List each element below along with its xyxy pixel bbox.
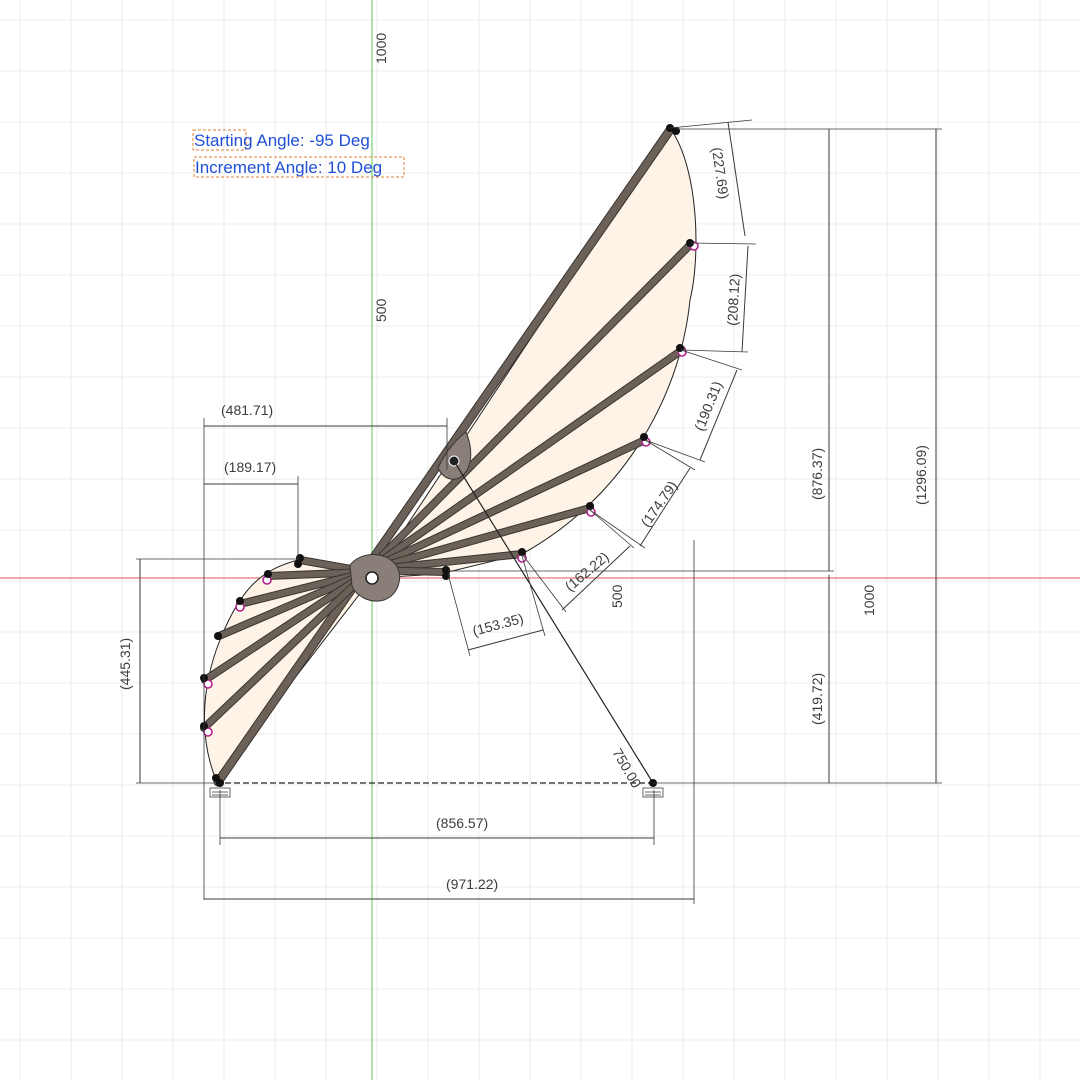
dim-227-69[interactable]: (227.69) — [709, 146, 732, 200]
ground-fix-right — [642, 787, 664, 798]
axis-label-v-500: 500 — [373, 298, 389, 322]
note-starting-angle[interactable]: Starting Angle: -95 Deg — [194, 131, 370, 150]
note-increment-angle[interactable]: Increment Angle: 10 Deg — [195, 158, 382, 177]
lower-rib-5[interactable] — [202, 569, 371, 683]
link-line-750[interactable] — [453, 460, 654, 784]
dim-189-17[interactable]: (189.17) — [224, 459, 276, 475]
sketch-point-11[interactable] — [294, 560, 302, 568]
dim-876-37[interactable]: (876.37) — [809, 448, 825, 500]
dim-971-22[interactable]: (971.22) — [446, 876, 498, 892]
hub-pivot[interactable] — [365, 571, 379, 585]
sketch-point-13[interactable] — [236, 597, 244, 605]
dim-174-79[interactable]: (174.79) — [637, 478, 680, 530]
sketch-point-2[interactable] — [672, 127, 680, 135]
note-starting-angle-box — [192, 129, 247, 151]
upper-rib-1[interactable] — [365, 242, 693, 573]
upper-rib-2[interactable] — [365, 347, 685, 573]
sketch-point-5[interactable] — [640, 433, 648, 441]
note-increment-angle-box — [193, 156, 405, 178]
lower-rib-6[interactable] — [201, 569, 371, 731]
sketch-point-12[interactable] — [264, 570, 272, 578]
axis-label-h-1000: 1000 — [861, 585, 877, 616]
axis-label-h-500: 500 — [609, 584, 625, 608]
dimension-group: (481.71) (189.17) (445.31) (876.37) (419… — [117, 119, 942, 904]
dim-856-57[interactable]: (856.57) — [436, 815, 488, 831]
dim-190-31[interactable]: (190.31) — [691, 379, 725, 433]
dim-162-22[interactable]: (162.22) — [562, 549, 612, 595]
dim-208-12[interactable]: (208.12) — [724, 273, 743, 326]
dim-750[interactable]: 750.00 — [609, 746, 644, 791]
sketch-point-7[interactable] — [518, 548, 526, 556]
axis-label-v-1000: 1000 — [373, 33, 389, 64]
lower-rib-4[interactable] — [216, 569, 371, 639]
upper-rib-3[interactable] — [365, 437, 648, 573]
dim-445-31[interactable]: (445.31) — [117, 638, 133, 690]
sketch-point-6[interactable] — [586, 502, 594, 510]
dim-419-72[interactable]: (419.72) — [809, 673, 825, 725]
sketch-point-18[interactable] — [216, 779, 224, 787]
dim-481-71[interactable]: (481.71) — [221, 402, 273, 418]
upper-rib-4[interactable] — [365, 505, 593, 573]
sketch-point-14[interactable] — [214, 632, 222, 640]
dim-1296-09[interactable]: (1296.09) — [913, 445, 929, 505]
sketch-point-8[interactable] — [442, 566, 450, 574]
